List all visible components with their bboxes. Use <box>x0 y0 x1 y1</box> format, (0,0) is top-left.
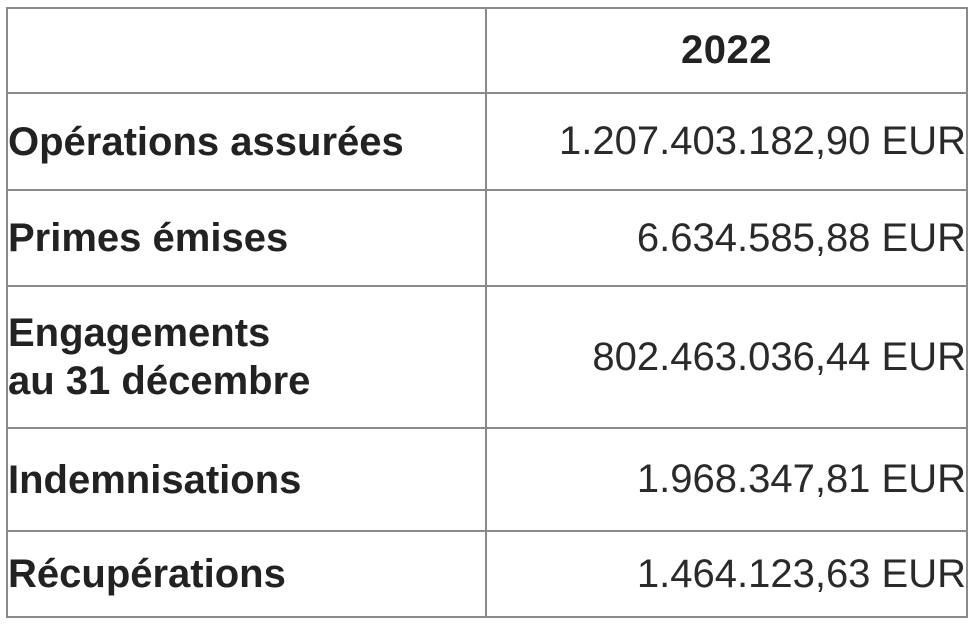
row-label-engagements: Engagements au 31 décembre <box>6 285 487 429</box>
row-label-operations: Opérations assurées <box>6 92 487 191</box>
financial-table: 2022 Opérations assurées 1.207.403.182,9… <box>6 7 968 618</box>
table-row: Récupérations 1.464.123,63 EUR <box>6 530 968 618</box>
row-label-text: Primes émises <box>8 216 289 260</box>
row-label-text-line1: Engagements <box>8 311 271 355</box>
row-label-text-line2: au 31 décembre <box>8 359 311 403</box>
table-row: Indemnisations 1.968.347,81 EUR <box>6 427 968 532</box>
table-header-row: 2022 <box>6 7 968 94</box>
table-row: Engagements au 31 décembre 802.463.036,4… <box>6 285 968 429</box>
row-label-primes: Primes émises <box>6 189 487 287</box>
row-value-engagements: 802.463.036,44 EUR <box>485 285 968 429</box>
row-value-operations: 1.207.403.182,90 EUR <box>485 92 968 191</box>
row-label-text: Opérations assurées <box>8 119 404 164</box>
row-value-primes: 6.634.585,88 EUR <box>485 189 968 287</box>
table-row: Primes émises 6.634.585,88 EUR <box>6 189 968 287</box>
row-value-indemnisations: 1.968.347,81 EUR <box>485 427 968 532</box>
row-label-text: Indemnisations <box>8 457 302 502</box>
table-row: Opérations assurées 1.207.403.182,90 EUR <box>6 92 968 191</box>
row-label-recuperations: Récupérations <box>6 530 487 618</box>
header-empty-cell <box>6 7 487 94</box>
year-header: 2022 <box>485 7 968 94</box>
row-value-recuperations: 1.464.123,63 EUR <box>485 530 968 618</box>
row-label-indemnisations: Indemnisations <box>6 427 487 532</box>
row-label-text: Récupérations <box>8 552 286 596</box>
